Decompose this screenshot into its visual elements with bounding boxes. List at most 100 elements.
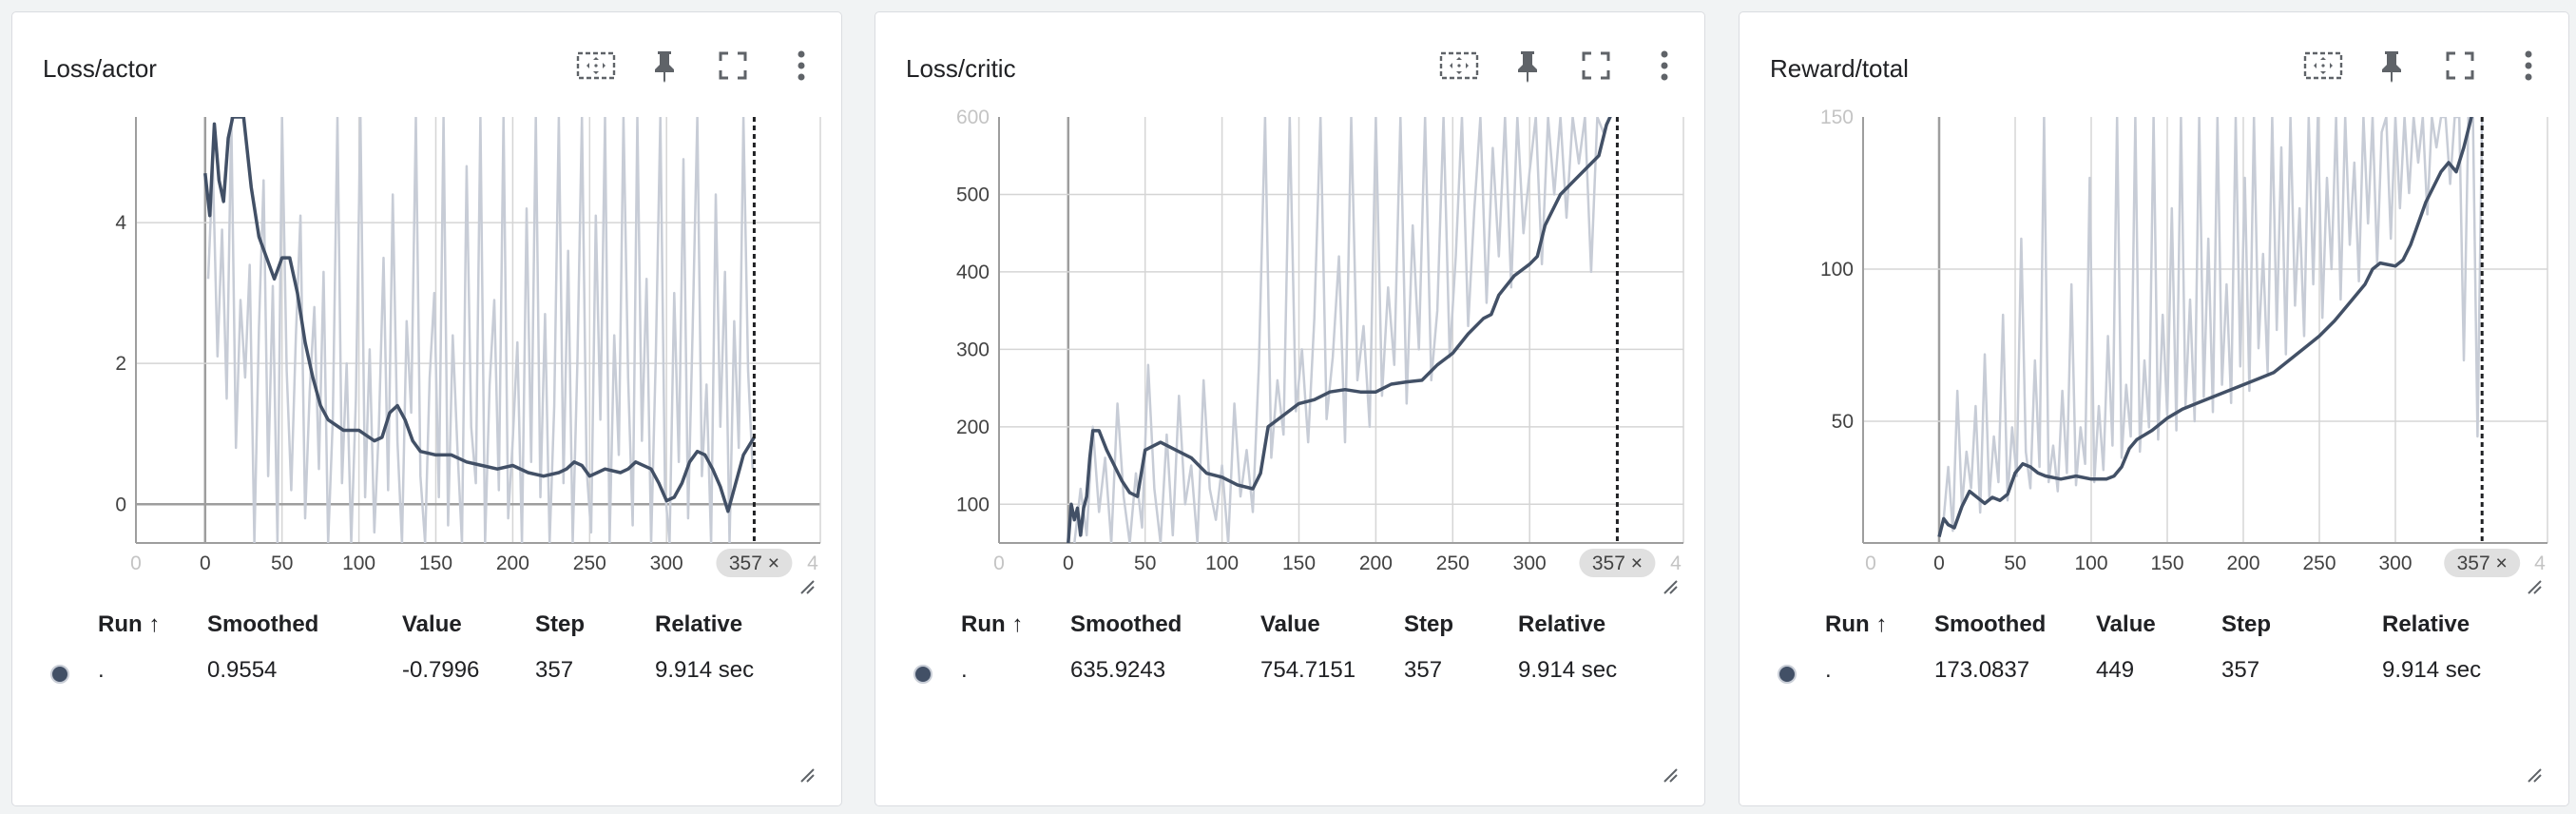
smoothed-header[interactable]: Smoothed (1070, 611, 1182, 637)
table-header: Run ↑ Smoothed Value Step Relative (875, 604, 1704, 649)
relative-cell: 9.914 sec (655, 657, 755, 683)
step-header[interactable]: Step (2221, 611, 2272, 637)
relative-header[interactable]: Relative (655, 611, 743, 637)
value-header[interactable]: Value (402, 611, 462, 637)
fit-domain-button[interactable] (575, 45, 617, 87)
value-cell: 754.7151 (1260, 657, 1356, 683)
y-tick-label: 300 (956, 339, 990, 360)
card-resize-handle[interactable] (2525, 766, 2542, 783)
step-badge[interactable]: 357 × (2444, 549, 2521, 577)
relative-header[interactable]: Relative (1518, 611, 1606, 637)
chart-resize-handle[interactable] (798, 577, 815, 594)
x-tick-label-partial: 4 (2534, 552, 2546, 574)
more-options-button[interactable] (780, 45, 822, 87)
data-table: Run ↑ Smoothed Value Step Relative . 635… (875, 604, 1704, 695)
run-color-dot (1778, 665, 1797, 684)
pin-button[interactable] (1507, 45, 1548, 87)
raw-series-line (206, 117, 755, 543)
pin-icon (2382, 51, 2401, 83)
value-header[interactable]: Value (1260, 611, 1320, 637)
y-tick-label: 100 (1820, 259, 1854, 281)
smoothed-series-line (203, 117, 756, 514)
more-vert-icon (1661, 50, 1668, 81)
x-tick-label-partial: 0 (1865, 552, 1876, 574)
step-header[interactable]: Step (535, 611, 586, 637)
run-header[interactable]: Run ↑ (1825, 611, 1888, 637)
smoothed-cell: 635.9243 (1070, 657, 1166, 683)
run-color-dot (913, 665, 932, 684)
x-tick-label: 200 (2226, 552, 2259, 574)
step-header[interactable]: Step (1404, 611, 1454, 637)
fit-domain-button[interactable] (1438, 45, 1480, 87)
card-resize-handle[interactable] (798, 766, 815, 783)
smoothed-series-line (1067, 117, 1612, 543)
x-tick-label: 250 (1436, 552, 1470, 574)
x-tick-label: 100 (2074, 552, 2107, 574)
resize-icon (800, 580, 815, 594)
line-chart[interactable]: 0 50 100 150 200 250 300 0 4 100 200 300 400 500 600 35… (875, 98, 1706, 577)
step-badge-label: 357 × (729, 552, 779, 574)
run-color-dot (50, 665, 69, 684)
x-tick-label: 100 (1205, 552, 1239, 574)
run-header[interactable]: Run ↑ (98, 611, 161, 637)
x-tick-label-partial: 4 (1670, 552, 1682, 574)
run-cell: . (1825, 657, 1832, 683)
x-tick-label: 300 (1513, 552, 1547, 574)
data-table: Run ↑ Smoothed Value Step Relative . 173… (1740, 604, 2568, 695)
pin-button[interactable] (2371, 45, 2413, 87)
table-row: . 0.9554 -0.7996 357 9.914 sec (12, 649, 841, 695)
x-tick-label: 100 (342, 552, 375, 574)
run-cell: . (98, 657, 105, 683)
value-header[interactable]: Value (2096, 611, 2156, 637)
chart-resize-handle[interactable] (2525, 577, 2542, 594)
scalar-card-loss-critic: Loss/critic 0 50 100 150 200 250 300 0 4 100 200 30… (875, 11, 1705, 806)
table-header: Run ↑ Smoothed Value Step Relative (12, 604, 841, 649)
x-tick-label: 50 (1134, 552, 1156, 574)
step-badge-background (2444, 549, 2521, 577)
resize-icon (800, 768, 815, 783)
y-tick-label-partial: 150 (1820, 107, 1854, 128)
fullscreen-button[interactable] (712, 45, 754, 87)
card-toolbar (2302, 45, 2549, 87)
relative-header[interactable]: Relative (2382, 611, 2470, 637)
step-badge[interactable]: 357 × (716, 549, 793, 577)
y-tick-label: 200 (956, 417, 990, 438)
x-tick-label: 50 (271, 552, 293, 574)
fullscreen-icon (2446, 51, 2474, 80)
y-tick-label: 500 (956, 184, 990, 205)
run-cell: . (961, 657, 968, 683)
pin-button[interactable] (644, 45, 685, 87)
card-resize-handle[interactable] (1661, 766, 1678, 783)
x-tick-label-partial: 0 (993, 552, 1005, 574)
smoothed-cell: 173.0837 (1934, 657, 2030, 683)
resize-icon (1663, 580, 1678, 594)
x-tick-label: 200 (496, 552, 529, 574)
y-tick-label: 2 (115, 353, 126, 375)
smoothed-header[interactable]: Smoothed (1934, 611, 2047, 637)
smoothed-series-line (1937, 117, 2473, 538)
more-options-button[interactable] (1644, 45, 1685, 87)
fullscreen-button[interactable] (2439, 45, 2481, 87)
x-tick-label: 300 (650, 552, 683, 574)
smoothed-header[interactable]: Smoothed (207, 611, 319, 637)
run-header[interactable]: Run ↑ (961, 611, 1024, 637)
fullscreen-button[interactable] (1575, 45, 1617, 87)
chart-svg[interactable]: 0 50 100 150 200 250 300 0 4 100 200 300 400 500 600 35… (875, 98, 1706, 577)
chart-svg[interactable]: 0 50 100 150 200 250 300 0 4 50 100 150 357 × (1740, 98, 2570, 577)
chart-resize-handle[interactable] (1661, 577, 1678, 594)
x-tick-label: 300 (2378, 552, 2412, 574)
line-chart[interactable]: 0 50 100 150 200 250 300 0 4 50 100 150 357 × (1740, 98, 2570, 577)
more-vert-icon (2525, 50, 2532, 81)
y-tick-label: 50 (1832, 411, 1854, 433)
fit-domain-button[interactable] (2302, 45, 2344, 87)
more-options-button[interactable] (2508, 45, 2549, 87)
step-badge-background (716, 549, 793, 577)
x-tick-label: 250 (573, 552, 606, 574)
value-cell: -0.7996 (402, 657, 480, 683)
step-badge[interactable]: 357 × (1579, 549, 1656, 577)
x-tick-label: 0 (1933, 552, 1945, 574)
raw-series-line (1073, 117, 1611, 543)
more-vert-icon (798, 50, 805, 81)
chart-svg[interactable]: 0 50 100 150 200 250 300 0 4 0 2 4 357 × (12, 98, 843, 577)
line-chart[interactable]: 0 50 100 150 200 250 300 0 4 0 2 4 357 × (12, 98, 843, 577)
